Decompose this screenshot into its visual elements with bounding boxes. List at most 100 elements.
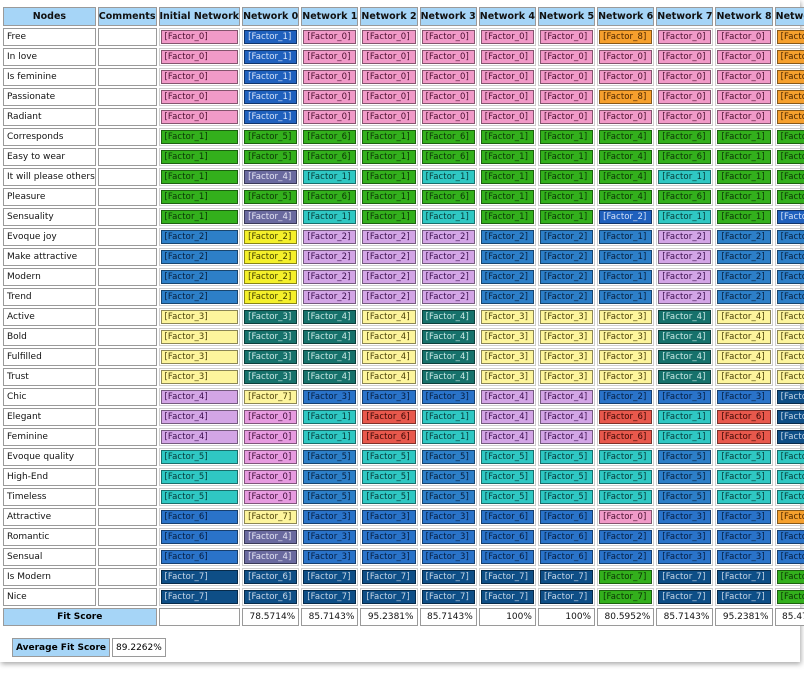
factor-cell[interactable]: [Factor_0] — [242, 448, 300, 466]
column-header[interactable]: Network 2 — [360, 7, 418, 26]
comment-cell[interactable] — [97, 188, 157, 206]
factor-cell[interactable]: [Factor_3] — [419, 548, 477, 566]
factor-cell[interactable]: [Factor_0] — [537, 28, 596, 46]
comment-cell[interactable] — [97, 288, 157, 306]
factor-cell[interactable]: [Factor_1] — [715, 148, 773, 166]
factor-cell[interactable]: [Factor_2] — [158, 228, 241, 246]
node-name-cell[interactable]: Make attractive — [3, 248, 96, 266]
node-name-cell[interactable]: Pleasure — [3, 188, 96, 206]
node-name-cell[interactable]: Bold — [3, 328, 96, 346]
factor-cell[interactable]: [Factor_1] — [360, 188, 418, 206]
node-name-cell[interactable]: Romantic — [3, 528, 96, 546]
factor-cell[interactable]: [Factor_2] — [301, 228, 359, 246]
factor-cell[interactable]: [Factor_3] — [597, 308, 655, 326]
factor-cell[interactable]: [Factor_3] — [478, 368, 536, 386]
factor-cell[interactable]: [Factor_3] — [537, 348, 596, 366]
factor-cell[interactable]: [Factor_1] — [656, 408, 714, 426]
factor-cell[interactable]: [Factor_3] — [774, 148, 804, 166]
column-header[interactable]: Network 6 — [597, 7, 655, 26]
factor-cell[interactable]: [Factor_5] — [715, 448, 773, 466]
factor-cell[interactable]: [Factor_0] — [774, 508, 804, 526]
factor-cell[interactable]: [Factor_4] — [656, 368, 714, 386]
factor-cell[interactable]: [Factor_3] — [537, 308, 596, 326]
factor-cell[interactable]: [Factor_5] — [774, 448, 804, 466]
factor-cell[interactable]: [Factor_2] — [242, 248, 300, 266]
comment-cell[interactable] — [97, 448, 157, 466]
column-header[interactable]: Network 3 — [419, 7, 477, 26]
factor-cell[interactable]: [Factor_5] — [597, 468, 655, 486]
factor-cell[interactable]: [Factor_3] — [715, 508, 773, 526]
factor-cell[interactable]: [Factor_4] — [419, 308, 477, 326]
node-name-cell[interactable]: Elegant — [3, 408, 96, 426]
factor-cell[interactable]: [Factor_3] — [360, 528, 418, 546]
factor-cell[interactable]: [Factor_0] — [656, 88, 714, 106]
factor-cell[interactable]: [Factor_1] — [715, 128, 773, 146]
factor-cell[interactable]: [Factor_4] — [360, 308, 418, 326]
factor-cell[interactable]: [Factor_6] — [656, 148, 714, 166]
factor-cell[interactable]: [Factor_3] — [158, 308, 241, 326]
factor-cell[interactable]: [Factor_1] — [360, 168, 418, 186]
factor-cell[interactable]: [Factor_3] — [656, 388, 714, 406]
factor-cell[interactable]: [Factor_0] — [597, 508, 655, 526]
factor-cell[interactable]: [Factor_1] — [158, 188, 241, 206]
node-name-cell[interactable]: Passionate — [3, 88, 96, 106]
factor-cell[interactable]: [Factor_2] — [597, 548, 655, 566]
factor-cell[interactable]: [Factor_0] — [242, 468, 300, 486]
node-name-cell[interactable]: Trend — [3, 288, 96, 306]
factor-cell[interactable]: [Factor_0] — [774, 48, 804, 66]
factor-cell[interactable]: [Factor_1] — [242, 48, 300, 66]
factor-cell[interactable]: [Factor_1] — [360, 148, 418, 166]
comment-cell[interactable] — [97, 348, 157, 366]
comment-cell[interactable] — [97, 148, 157, 166]
factor-cell[interactable]: [Factor_0] — [301, 88, 359, 106]
factor-cell[interactable]: [Factor_1] — [537, 168, 596, 186]
factor-cell[interactable]: [Factor_2] — [360, 288, 418, 306]
factor-cell[interactable]: [Factor_0] — [478, 108, 536, 126]
factor-cell[interactable]: [Factor_0] — [419, 108, 477, 126]
factor-cell[interactable]: [Factor_4] — [597, 168, 655, 186]
factor-cell[interactable]: [Factor_3] — [597, 348, 655, 366]
factor-cell[interactable]: [Factor_1] — [301, 408, 359, 426]
factor-cell[interactable]: [Factor_4] — [301, 328, 359, 346]
factor-cell[interactable]: [Factor_5] — [242, 188, 300, 206]
factor-cell[interactable]: [Factor_2] — [597, 528, 655, 546]
factor-cell[interactable]: [Factor_3] — [478, 348, 536, 366]
factor-cell[interactable]: [Factor_0] — [656, 68, 714, 86]
factor-cell[interactable]: [Factor_2] — [301, 248, 359, 266]
factor-cell[interactable]: [Factor_3] — [301, 508, 359, 526]
factor-cell[interactable]: [Factor_4] — [360, 328, 418, 346]
factor-cell[interactable]: [Factor_5] — [419, 488, 477, 506]
factor-cell[interactable]: [Factor_3] — [419, 528, 477, 546]
factor-cell[interactable]: [Factor_1] — [774, 248, 804, 266]
factor-cell[interactable]: [Factor_3] — [715, 528, 773, 546]
factor-cell[interactable]: [Factor_6] — [715, 428, 773, 446]
factor-cell[interactable]: [Factor_4] — [301, 368, 359, 386]
factor-cell[interactable]: [Factor_6] — [597, 428, 655, 446]
factor-cell[interactable]: [Factor_3] — [158, 348, 241, 366]
factor-cell[interactable]: [Factor_5] — [656, 488, 714, 506]
factor-cell[interactable]: [Factor_5] — [774, 468, 804, 486]
factor-cell[interactable]: [Factor_0] — [158, 28, 241, 46]
factor-cell[interactable]: [Factor_1] — [301, 208, 359, 226]
factor-cell[interactable]: [Factor_7] — [301, 588, 359, 606]
factor-cell[interactable]: [Factor_2] — [242, 288, 300, 306]
node-name-cell[interactable]: Feminine — [3, 428, 96, 446]
factor-cell[interactable]: [Factor_7] — [656, 568, 714, 586]
comment-cell[interactable] — [97, 528, 157, 546]
factor-cell[interactable]: [Factor_2] — [242, 268, 300, 286]
factor-cell[interactable]: [Factor_1] — [158, 148, 241, 166]
comment-cell[interactable] — [97, 328, 157, 346]
factor-cell[interactable]: [Factor_6] — [656, 188, 714, 206]
factor-cell[interactable]: [Factor_5] — [158, 468, 241, 486]
comment-cell[interactable] — [97, 248, 157, 266]
factor-cell[interactable]: [Factor_1] — [242, 28, 300, 46]
factor-cell[interactable]: [Factor_3] — [478, 328, 536, 346]
comment-cell[interactable] — [97, 428, 157, 446]
factor-cell[interactable]: [Factor_1] — [478, 128, 536, 146]
comment-cell[interactable] — [97, 408, 157, 426]
factor-cell[interactable]: [Factor_5] — [656, 468, 714, 486]
factor-cell[interactable]: [Factor_4] — [242, 168, 300, 186]
factor-cell[interactable]: [Factor_6] — [419, 188, 477, 206]
factor-cell[interactable]: [Factor_4] — [774, 408, 804, 426]
factor-cell[interactable]: [Factor_4] — [242, 548, 300, 566]
